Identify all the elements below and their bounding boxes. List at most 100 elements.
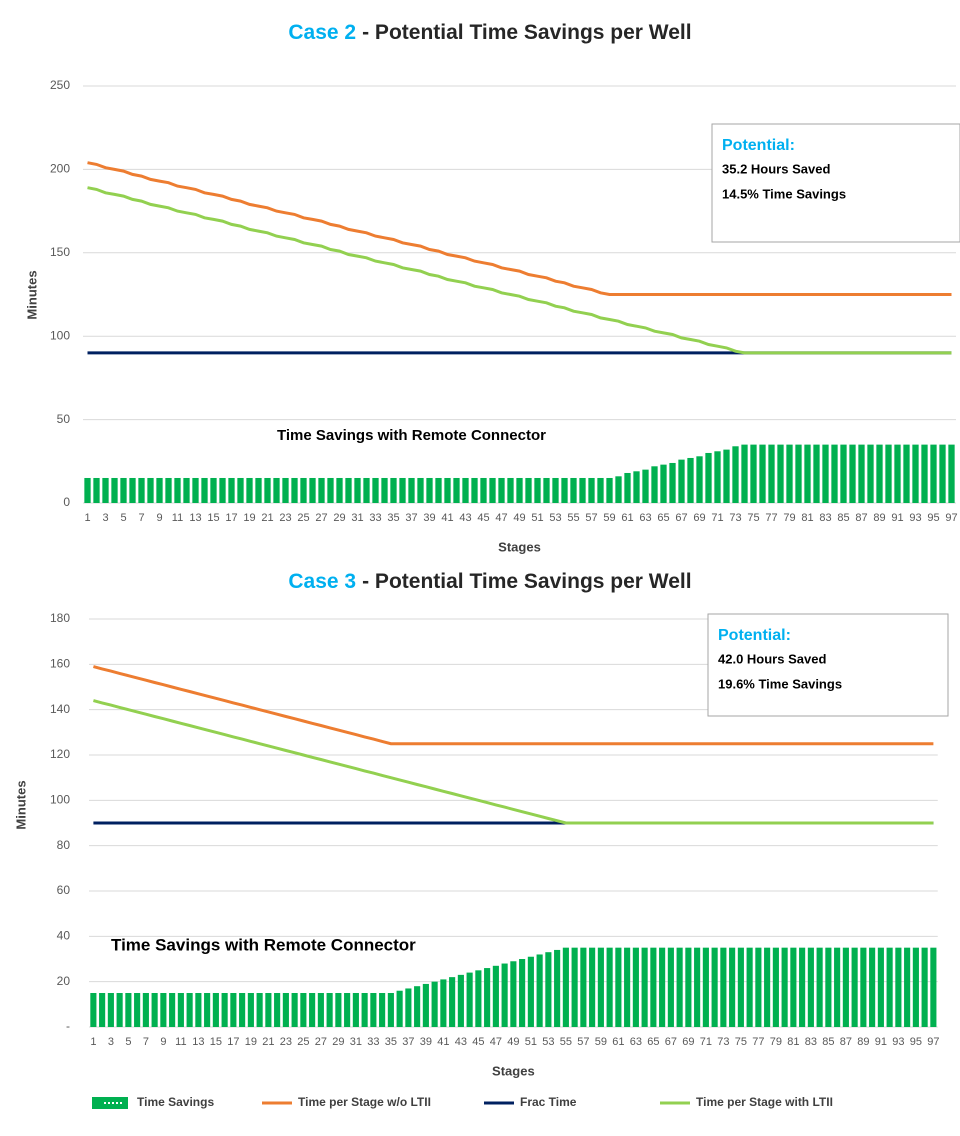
savings-bar xyxy=(714,451,721,503)
savings-bar xyxy=(507,477,514,503)
savings-bar xyxy=(210,477,217,503)
x-tick-label: 71 xyxy=(711,512,723,524)
x-tick-label: 15 xyxy=(210,1036,222,1048)
x-tick-label: 61 xyxy=(621,512,633,524)
savings-bar xyxy=(624,947,631,1027)
savings-bar xyxy=(534,477,541,503)
annotation-box xyxy=(711,123,960,243)
savings-bar xyxy=(860,947,867,1027)
series-line xyxy=(87,161,952,296)
savings-bar xyxy=(498,477,505,503)
savings-bar xyxy=(781,947,788,1027)
savings-bar xyxy=(387,993,394,1027)
x-tick-label: 45 xyxy=(472,1036,484,1048)
x-tick-label: 97 xyxy=(945,512,957,524)
savings-bar xyxy=(134,993,141,1027)
savings-bar xyxy=(93,477,100,503)
x-tick-label: 3 xyxy=(108,1036,114,1048)
savings-bar xyxy=(772,947,779,1027)
savings-bar xyxy=(204,993,211,1027)
annotation-box xyxy=(707,613,949,717)
savings-bar xyxy=(687,457,694,503)
savings-bar xyxy=(212,993,219,1027)
x-tick-label: 91 xyxy=(875,1036,887,1048)
savings-bar xyxy=(525,477,532,503)
y-tick-label: 200 xyxy=(50,162,70,176)
savings-bar xyxy=(840,444,847,503)
savings-bar xyxy=(851,947,858,1027)
y-tick-label: 250 xyxy=(50,78,70,92)
savings-bar xyxy=(169,993,176,1027)
x-tick-label: 33 xyxy=(369,512,381,524)
x-tick-label: 95 xyxy=(927,512,939,524)
x-tick-label: 83 xyxy=(805,1036,817,1048)
savings-bar xyxy=(659,947,666,1027)
x-tick-label: 35 xyxy=(387,512,399,524)
savings-bar xyxy=(777,444,784,503)
series-line xyxy=(87,186,952,355)
savings-bar xyxy=(597,477,604,503)
x-tick-label: 11 xyxy=(175,1036,186,1048)
x-tick-label: 31 xyxy=(351,512,363,524)
y-tick-label: 100 xyxy=(50,328,70,342)
savings-bar xyxy=(527,956,534,1027)
savings-bar xyxy=(107,993,114,1027)
savings-bar xyxy=(201,477,208,503)
savings-bar xyxy=(309,993,316,1027)
x-tick-label: 87 xyxy=(840,1036,852,1048)
x-tick-label: 73 xyxy=(717,1036,729,1048)
legend-label: Frac Time xyxy=(520,1095,577,1109)
annotation-line: 42.0 Hours Saved xyxy=(718,651,826,666)
savings-bar xyxy=(489,477,496,503)
savings-bar xyxy=(759,444,766,503)
savings-bar xyxy=(702,947,709,1027)
savings-bar xyxy=(921,947,928,1027)
x-tick-label: 19 xyxy=(243,512,255,524)
savings-bar xyxy=(741,444,748,503)
x-tick-label: 79 xyxy=(770,1036,782,1048)
savings-bar xyxy=(516,477,523,503)
savings-bar xyxy=(147,477,154,503)
y-tick-label: 160 xyxy=(50,657,70,671)
savings-bar xyxy=(685,947,692,1027)
savings-bar xyxy=(256,993,263,1027)
savings-bar xyxy=(444,477,451,503)
legend-label: Time per Stage w/o LTII xyxy=(298,1095,431,1109)
savings-bar xyxy=(120,477,127,503)
x-tick-label: 61 xyxy=(612,1036,624,1048)
x-tick-label: 5 xyxy=(120,512,126,524)
savings-bar xyxy=(606,947,613,1027)
savings-bar xyxy=(501,963,508,1027)
x-tick-label: 31 xyxy=(350,1036,362,1048)
savings-bar xyxy=(361,993,368,1027)
savings-bar xyxy=(480,477,487,503)
savings-bar xyxy=(570,477,577,503)
bar-label: Time Savings with Remote Connector xyxy=(277,427,546,444)
legend-label: Time per Stage with LTII xyxy=(696,1095,833,1109)
y-tick-label: 60 xyxy=(57,883,71,897)
savings-bar xyxy=(111,477,118,503)
series-line xyxy=(93,699,934,825)
x-tick-label: 75 xyxy=(735,1036,747,1048)
savings-bar xyxy=(912,947,919,1027)
savings-bar xyxy=(615,476,622,503)
savings-bar xyxy=(552,477,559,503)
savings-bar xyxy=(912,444,919,503)
savings-bar xyxy=(642,469,649,503)
savings-bar xyxy=(414,986,421,1027)
savings-bar xyxy=(561,477,568,503)
savings-bar xyxy=(291,993,298,1027)
savings-bar xyxy=(183,477,190,503)
x-tick-label: 69 xyxy=(682,1036,694,1048)
x-tick-label: 63 xyxy=(630,1036,642,1048)
savings-bar xyxy=(606,477,613,503)
savings-bar xyxy=(247,993,254,1027)
x-tick-label: 27 xyxy=(315,512,327,524)
x-tick-label: 43 xyxy=(459,512,471,524)
savings-bar xyxy=(651,466,658,503)
x-tick-label: 11 xyxy=(172,512,183,524)
x-tick-label: 77 xyxy=(765,512,777,524)
savings-bar xyxy=(554,949,561,1027)
x-tick-label: 41 xyxy=(437,1036,449,1048)
savings-bar xyxy=(589,947,596,1027)
